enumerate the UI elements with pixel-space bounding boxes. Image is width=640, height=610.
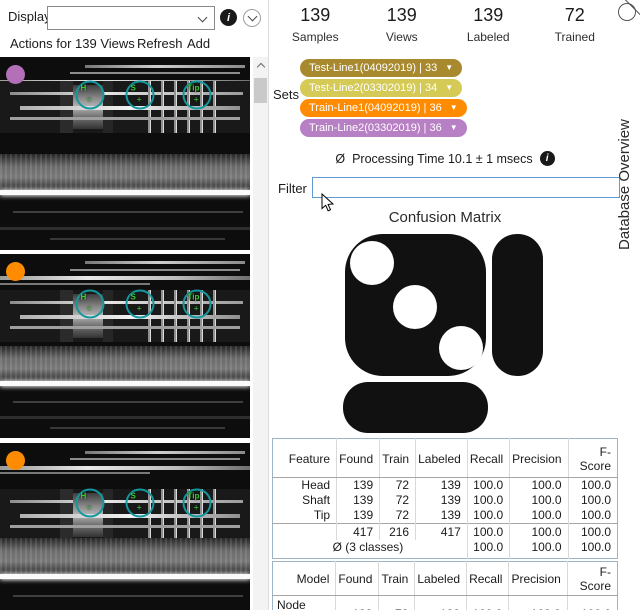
needle-part-image	[0, 489, 250, 541]
table-row-tip: Tip 139 72 139 100.0 100.0 100.0	[273, 508, 618, 524]
scrollbar-thumb[interactable]	[254, 78, 267, 103]
table-row-average: Ø (3 classes) 100.0 100.0 100.0	[273, 540, 618, 559]
matrix-diagonal-cell-2	[393, 285, 437, 329]
confusion-matrix-title: Confusion Matrix	[388, 209, 502, 226]
table-row-shaft: Shaft 139 72 139 100.0 100.0 100.0	[273, 493, 618, 508]
matrix-diagonal-cell-1	[350, 241, 394, 285]
add-button[interactable]: Add	[187, 36, 211, 51]
filter-label: Filter	[278, 181, 307, 196]
marker-cross-icon: +	[86, 502, 92, 513]
dropdown-arrow-icon: ▼	[445, 63, 454, 72]
chevron-down-icon	[197, 12, 208, 23]
needle-part-image	[0, 290, 250, 342]
feature-table-header: Feature Found Train Labeled Recall Preci…	[272, 438, 618, 478]
marker-cross-icon: +	[136, 303, 142, 314]
view-thumbnail-1[interactable]: H + S + Tip +	[0, 57, 250, 250]
shaft-annotation-circle: S +	[125, 80, 155, 110]
processing-info-icon[interactable]: i	[539, 151, 555, 166]
model-table-header: Model Found Train Labeled Recall Precisi…	[272, 561, 618, 596]
shaft-annotation-circle: S +	[125, 289, 155, 319]
panel-divider	[268, 0, 269, 610]
stats-row: 139 Samples 139 Views 139 Labeled 72 Tra…	[272, 5, 618, 44]
marker-cross-icon: +	[86, 303, 92, 314]
stat-trained: 72 Trained	[554, 5, 595, 44]
set-status-dot	[6, 262, 25, 281]
head-annotation-circle: H +	[75, 80, 105, 110]
marker-cross-icon: +	[193, 502, 199, 513]
filter-input[interactable]	[312, 177, 620, 198]
refresh-button[interactable]: Refresh	[137, 36, 183, 51]
confusion-matrix-right-block	[492, 234, 543, 376]
display-info-icon[interactable]: i	[220, 9, 237, 26]
display-label: Display	[8, 9, 51, 24]
scrollbar-up-button[interactable]	[253, 61, 268, 73]
tab-database-overview[interactable]: Database Overview	[616, 119, 633, 250]
tip-annotation-circle: Tip +	[182, 80, 212, 110]
chevron-up-icon	[256, 62, 265, 72]
average-symbol: Ø	[335, 151, 346, 166]
head-annotation-circle: H +	[75, 289, 105, 319]
stat-views: 139 Views	[385, 5, 418, 44]
set-tag-train-line2[interactable]: Train-Line2(03302019) | 36 ▼	[300, 119, 467, 137]
thumbnail-scrollbar[interactable]	[253, 57, 268, 610]
confusion-matrix-main-block	[345, 234, 486, 376]
set-status-dot	[6, 65, 25, 84]
panel-collapse-button[interactable]	[403, 0, 640, 235]
model-metrics-table: Model Found Train Labeled Recall Precisi…	[272, 561, 618, 610]
head-annotation-circle: H +	[75, 488, 105, 518]
marker-cross-icon: +	[136, 94, 142, 105]
table-row-head: Head 139 72 139 100.0 100.0 100.0	[273, 477, 618, 493]
view-thumbnail-3[interactable]: H + S + Tip +	[0, 443, 250, 610]
database-overview-panel: 139 Samples 139 Views 139 Labeled 72 Tra…	[272, 0, 620, 610]
chevron-down-icon	[247, 11, 257, 22]
set-tags: Test-Line1(04092019) | 33 ▼ Test-Line2(03…	[300, 59, 467, 137]
confusion-matrix-bottom-block	[343, 382, 488, 433]
actions-menu[interactable]: Actions for 139 Views	[10, 36, 135, 51]
processing-time-text: Processing Time 10.1 ± 1 msecs	[352, 151, 533, 166]
needle-part-image	[0, 81, 250, 133]
mouse-cursor	[321, 193, 335, 212]
dropdown-arrow-icon: ▼	[445, 83, 454, 92]
dropdown-arrow-icon: ▼	[449, 103, 458, 112]
view-thumbnail-2[interactable]: H + S + Tip +	[0, 254, 250, 438]
display-combobox[interactable]	[47, 6, 215, 30]
sets-label: Sets	[273, 87, 300, 102]
marker-cross-icon: +	[86, 94, 92, 105]
set-tag-train-line1[interactable]: Train-Line1(04092019) | 36 ▼	[300, 99, 467, 117]
display-expander-button[interactable]	[243, 9, 261, 27]
marker-cross-icon: +	[193, 303, 199, 314]
marker-cross-icon: +	[136, 502, 142, 513]
set-tag-test-line2[interactable]: Test-Line2(03302019) | 34 ▼	[300, 79, 463, 97]
tip-annotation-circle: Tip +	[182, 289, 212, 319]
dropdown-arrow-icon: ▼	[449, 123, 458, 132]
marker-cross-icon: +	[193, 94, 199, 105]
table-row-totals: 417 216 417 100.0 100.0 100.0	[272, 523, 618, 540]
processing-time-row: Ø Processing Time 10.1 ± 1 msecs i	[272, 151, 618, 166]
set-tag-test-line1[interactable]: Test-Line1(04092019) | 33 ▼	[300, 59, 463, 77]
feature-metrics-table: Feature Found Train Labeled Recall Preci…	[272, 438, 618, 559]
stat-samples: 139 Samples	[291, 5, 339, 44]
tip-annotation-circle: Tip +	[182, 488, 212, 518]
set-status-dot	[6, 451, 25, 470]
shaft-annotation-circle: S +	[125, 488, 155, 518]
stat-labeled: 139 Labeled	[466, 5, 510, 44]
matrix-diagonal-cell-3	[439, 326, 483, 370]
